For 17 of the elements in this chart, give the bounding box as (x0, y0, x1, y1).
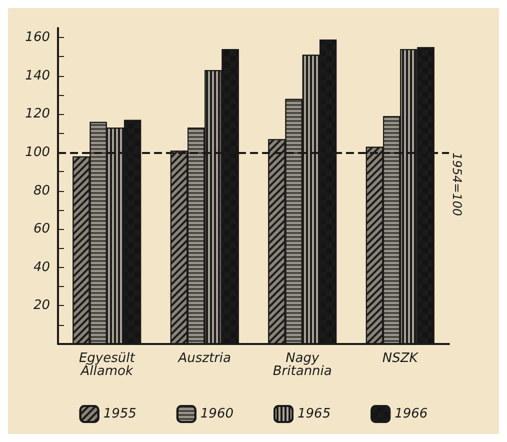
y-tick-label: 40 (33, 260, 50, 275)
legend-label: 1966 (394, 406, 428, 422)
y-tick-label: 140 (25, 68, 50, 84)
x-tick-label: Egyesült Államok (78, 351, 136, 379)
y-tick-label: 100 (25, 144, 50, 160)
legend-label: 1955 (103, 406, 136, 422)
x-tick-label: NSZK (382, 351, 420, 366)
y-tick-label: 60 (33, 222, 50, 237)
y-tick-label: 20 (33, 298, 50, 314)
x-tick-label: Ausztria (177, 351, 232, 366)
y-tick-label: 120 (25, 106, 50, 122)
ref-line-label: 1954=100 (450, 152, 464, 216)
legend-label: 1960 (200, 406, 234, 422)
y-tick-label: 160 (25, 30, 50, 46)
legend-label: 1965 (298, 406, 331, 422)
x-tick-label: Nagy Britannia (272, 351, 332, 379)
y-tick-label: 80 (33, 183, 50, 198)
